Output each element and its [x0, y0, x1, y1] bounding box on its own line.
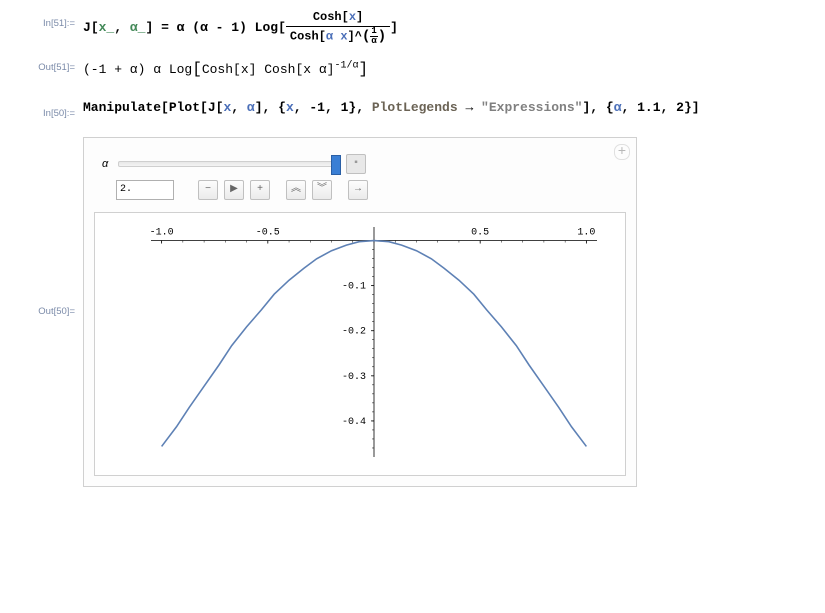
- in-label-50: In[50]:=: [10, 100, 83, 119]
- arg2: α_: [130, 20, 146, 35]
- in-content-50[interactable]: Manipulate[Plot[J[x, α], {x, -1, 1}, Plo…: [83, 100, 815, 117]
- manipulate-outer: + α ▪ − ▶ + ︽ ︾: [83, 137, 637, 487]
- cell-in-50: In[50]:= Manipulate[Plot[J[x, α], {x, -1…: [10, 100, 815, 119]
- slower-button[interactable]: ︾: [312, 180, 332, 200]
- slider-thumb[interactable]: [331, 155, 341, 175]
- plot-frame: -1.0 -0.5 0.5 1.0 -0.1 -0.2 -0.3 -0.4: [94, 212, 626, 476]
- fraction: Cosh[x]Cosh[α x]^(1α): [286, 10, 390, 46]
- panel-options-icon[interactable]: +: [614, 144, 630, 160]
- slider-varname: α: [102, 158, 112, 170]
- slider-row: α ▪: [102, 154, 618, 174]
- plus-button[interactable]: +: [250, 180, 270, 200]
- svg-text:-0.1: -0.1: [342, 281, 366, 292]
- svg-text:-0.2: -0.2: [342, 326, 366, 337]
- cell-out-50: Out[50]= + α ▪ − ▶ + ︽: [10, 137, 815, 487]
- cell-out-51: Out[51]= (-1 + α) α Log[Cosh[x] Cosh[x α…: [10, 54, 815, 78]
- value-input[interactable]: [116, 180, 174, 200]
- faster-button[interactable]: ︽: [286, 180, 306, 200]
- svg-text:0.5: 0.5: [471, 227, 489, 238]
- plot-svg: -1.0 -0.5 0.5 1.0 -0.1 -0.2 -0.3 -0.4: [99, 217, 609, 467]
- def-fnname: J: [83, 20, 91, 35]
- slider-track[interactable]: [118, 161, 340, 167]
- in-label-51: In[51]:=: [10, 10, 83, 29]
- slider-collapse-icon[interactable]: ▪: [346, 154, 366, 174]
- play-button[interactable]: ▶: [224, 180, 244, 200]
- minus-button[interactable]: −: [198, 180, 218, 200]
- in-content-51[interactable]: J[x_, α_] = α (α - 1) Log[Cosh[x]Cosh[α …: [83, 10, 815, 46]
- svg-text:-0.5: -0.5: [256, 227, 280, 238]
- out-content-51: (-1 + α) α Log[Cosh[x] Cosh[x α]-1/α]: [83, 54, 368, 78]
- manipulate-panel: + α ▪ − ▶ + ︽ ︾: [83, 137, 637, 487]
- svg-text:-0.3: -0.3: [342, 371, 366, 382]
- controls-area: α ▪ − ▶ + ︽ ︾ →: [90, 144, 630, 208]
- svg-text:-1.0: -1.0: [150, 227, 174, 238]
- dir-button[interactable]: →: [348, 180, 368, 200]
- out-label-51: Out[51]=: [10, 54, 83, 73]
- arg1: x_: [99, 20, 115, 35]
- playback-row: − ▶ + ︽ ︾ →: [102, 180, 618, 200]
- svg-text:1.0: 1.0: [577, 227, 595, 238]
- cell-in-51: In[51]:= J[x_, α_] = α (α - 1) Log[Cosh[…: [10, 10, 815, 46]
- svg-text:-0.4: -0.4: [342, 417, 366, 428]
- out-label-50: Out[50]=: [10, 306, 83, 317]
